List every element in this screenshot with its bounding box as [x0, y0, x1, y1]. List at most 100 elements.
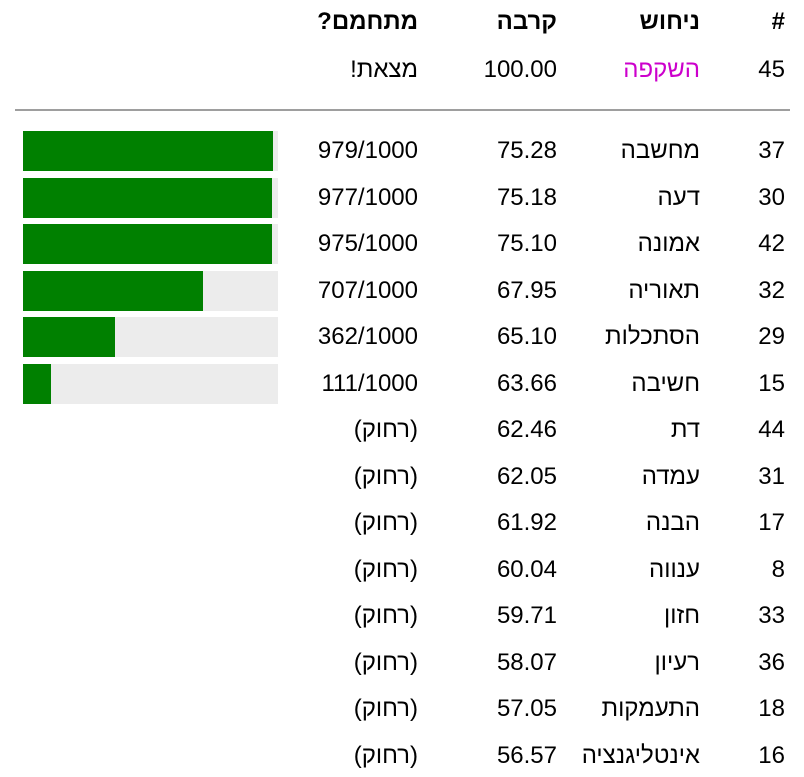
rank-number: 17	[758, 509, 785, 537]
table-row: 111/1000 63.66 חשיבה 15	[0, 361, 804, 408]
warm-meter	[0, 361, 285, 408]
found-proximity: 100.00	[483, 55, 557, 83]
table-row: (רחוק) 60.04 ענווה 8	[0, 547, 804, 594]
rank-number: 30	[758, 183, 785, 211]
warm-meter	[0, 454, 285, 501]
table-row: 362/1000 65.10 הסתכלות 29	[0, 314, 804, 361]
rank-number: 32	[758, 276, 785, 304]
progress-fill	[23, 270, 204, 311]
table-row: (רחוק) 59.71 חזון 33	[0, 593, 804, 640]
progress-fill	[23, 363, 52, 404]
proximity-value: 75.28	[496, 137, 557, 165]
warm-value: (רחוק)	[353, 555, 418, 583]
warm-meter	[0, 407, 285, 454]
table-row: 707/1000 67.95 תאוריה 32	[0, 268, 804, 315]
guess-word: אמונה	[637, 230, 700, 258]
header-proximity: קרבה	[496, 8, 557, 36]
guess-word: רעיון	[654, 648, 701, 676]
warm-meter	[0, 500, 285, 547]
divider	[15, 109, 790, 111]
warm-meter	[0, 221, 285, 268]
proximity-value: 61.92	[496, 509, 557, 537]
table-header-row: מתחמם? קרבה ניחוש #	[0, 0, 804, 45]
warm-meter	[0, 175, 285, 222]
warm-meter	[0, 593, 285, 640]
warm-value: (רחוק)	[353, 602, 418, 630]
proximity-value: 59.71	[496, 602, 557, 630]
found-message: מצאת!	[350, 55, 418, 83]
warm-value: (רחוק)	[353, 741, 418, 769]
warm-value: 979/1000	[317, 137, 418, 165]
warm-meter	[0, 128, 285, 175]
table-row: 979/1000 75.28 מחשבה 37	[0, 128, 804, 175]
rank-number: 42	[758, 230, 785, 258]
guess-word: אינטליגנציה	[581, 741, 700, 769]
warm-meter	[0, 547, 285, 594]
table-row: (רחוק) 56.57 אינטליגנציה 16	[0, 733, 804, 777]
rank-number: 33	[758, 602, 785, 630]
header-rank: #	[771, 8, 785, 36]
warm-value: 977/1000	[317, 183, 418, 211]
progress-track	[23, 363, 278, 404]
guess-word: תאוריה	[628, 276, 700, 304]
guess-word: הבנה	[645, 509, 700, 537]
rank-number: 16	[758, 741, 785, 769]
table-row: (רחוק) 58.07 רעיון 36	[0, 640, 804, 687]
header-bar-spacer	[0, 0, 285, 45]
warm-meter	[0, 686, 285, 733]
rank-number: 29	[758, 323, 785, 351]
rank-number: 31	[758, 462, 785, 490]
proximity-value: 67.95	[496, 276, 557, 304]
progress-track	[23, 177, 278, 218]
warm-value: (רחוק)	[353, 509, 418, 537]
guess-rows: 979/1000 75.28 מחשבה 37 977/1000 75.18 דעה 30 97…	[0, 128, 804, 777]
rank-number: 36	[758, 648, 785, 676]
proximity-value: 65.10	[496, 323, 557, 351]
warm-meter	[0, 733, 285, 777]
warm-value: (רחוק)	[353, 416, 418, 444]
progress-track	[23, 224, 278, 265]
guess-word: מחשבה	[620, 137, 700, 165]
warm-value: 362/1000	[317, 323, 418, 351]
guess-word: דעה	[657, 183, 700, 211]
table-row: (רחוק) 62.05 עמדה 31	[0, 454, 804, 501]
warm-meter	[0, 314, 285, 361]
warm-value: 707/1000	[317, 276, 418, 304]
warm-value: 975/1000	[317, 230, 418, 258]
rank-number: 37	[758, 137, 785, 165]
progress-track	[23, 317, 278, 358]
progress-fill	[23, 177, 273, 218]
rank-number: 8	[771, 555, 785, 583]
progress-fill	[23, 224, 272, 265]
rank-number: 44	[758, 416, 785, 444]
guess-word: התעמקות	[601, 695, 700, 723]
warm-value: 111/1000	[321, 369, 418, 397]
header-warm: מתחמם?	[317, 8, 418, 36]
table-row: (רחוק) 57.05 התעמקות 18	[0, 686, 804, 733]
warm-meter	[0, 268, 285, 315]
proximity-value: 63.66	[496, 369, 557, 397]
rank-number: 15	[758, 369, 785, 397]
found-row: מצאת! 100.00 השקפה 45	[0, 45, 804, 95]
progress-fill	[23, 317, 116, 358]
guess-word: הסתכלות	[605, 323, 700, 351]
warm-value: (רחוק)	[353, 462, 418, 490]
found-guess-word[interactable]: השקפה	[623, 55, 700, 83]
table-row: 977/1000 75.18 דעה 30	[0, 175, 804, 222]
proximity-value: 57.05	[496, 695, 557, 723]
proximity-value: 62.05	[496, 462, 557, 490]
guess-word: ענווה	[649, 555, 700, 583]
warm-value: (רחוק)	[353, 695, 418, 723]
guess-word: עמדה	[641, 462, 700, 490]
proximity-value: 58.07	[496, 648, 557, 676]
table-row: (רחוק) 62.46 דת 44	[0, 407, 804, 454]
table-row: 975/1000 75.10 אמונה 42	[0, 221, 804, 268]
guess-word: חשיבה	[631, 369, 700, 397]
warm-meter	[0, 640, 285, 687]
proximity-value: 60.04	[496, 555, 557, 583]
guess-word: דת	[670, 416, 700, 444]
found-bar-spacer	[0, 45, 285, 95]
found-rank: 45	[758, 55, 785, 83]
proximity-value: 75.10	[496, 230, 557, 258]
